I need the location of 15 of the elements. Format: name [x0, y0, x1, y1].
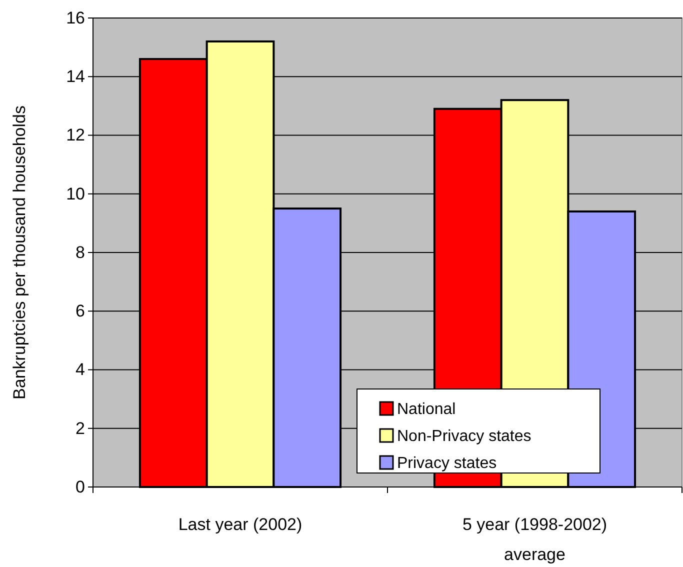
x-tick-label: 5 year (1998-2002) average: [462, 515, 608, 564]
y-tick-label: 8: [76, 242, 85, 262]
y-tick-label: 0: [76, 477, 85, 496]
y-tick-label: 10: [66, 184, 85, 204]
y-axis-title: Bankruptcies per thousand households: [10, 106, 29, 400]
y-tick-label: 12: [66, 126, 85, 145]
y-tick-label: 16: [66, 8, 85, 28]
legend-label: Privacy states: [397, 455, 497, 472]
y-tick-label: 14: [66, 67, 85, 86]
y-tick-label: 6: [76, 302, 85, 321]
y-tick-label: 2: [76, 418, 85, 438]
y-tick-label: 4: [76, 360, 85, 380]
legend-label: Non-Privacy states: [397, 428, 532, 445]
x-tick-label: Last year (2002): [178, 515, 302, 534]
legend-label: National: [397, 401, 456, 418]
